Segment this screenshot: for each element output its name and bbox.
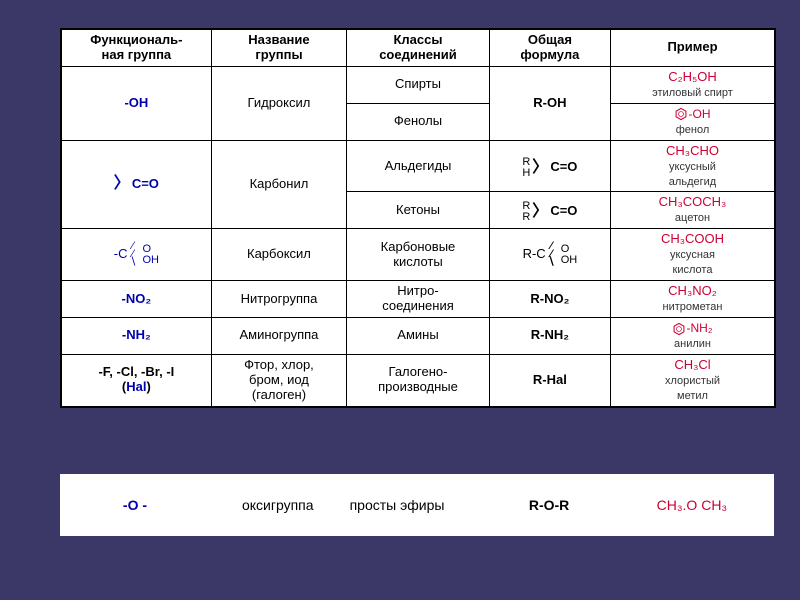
- gen-amine: R-NH₂: [489, 318, 610, 355]
- fg-halogen: -F, -Cl, -Br, -I (Hal): [62, 354, 212, 406]
- row-amino: -NH₂ Аминогруппа Амины R-NH₂ -NH₂ анилин: [62, 318, 775, 355]
- chemistry-table-container: Функциональ-ная группа Названиегруппы Кл…: [60, 28, 776, 408]
- example-acetone: CH₃COCH₃ ацетон: [610, 192, 774, 229]
- gen-roh: R-OH: [489, 66, 610, 140]
- fg-carboxyl: -C ⁄⁄∖ OOH: [62, 229, 212, 281]
- fg-oxy: -O -: [60, 474, 210, 536]
- name-carboxyl: Карбоксил: [211, 229, 346, 281]
- example-ethanol: C₂H₅OH этиловый спирт: [610, 66, 774, 103]
- functional-groups-table: Функциональ-ная группа Названиегруппы Кл…: [61, 29, 775, 407]
- row-carbonyl-1: 〉C=O Карбонил Альдегиды RH〉C=O CH₃CHO ук…: [62, 140, 775, 192]
- header-functional-group: Функциональ-ная группа: [62, 30, 212, 67]
- row-nitro: -NO₂ Нитрогруппа Нитро-соединения R-NO₂ …: [62, 281, 775, 318]
- header-general-formula: Общаяформула: [489, 30, 610, 67]
- header-row: Функциональ-ная группа Названиегруппы Кл…: [62, 30, 775, 67]
- example-aniline: -NH₂ анилин: [610, 318, 774, 355]
- row-carboxyl: -C ⁄⁄∖ OOH Карбоксил Карбоновыекислоты R…: [62, 229, 775, 281]
- row-ethers: -O - оксигруппа просты эфиры R-O-R CH₃.O…: [60, 474, 774, 536]
- class-ethers: просты эфиры: [346, 474, 489, 536]
- gen-ether: R-O-R: [488, 474, 609, 536]
- class-ketones: Кетоны: [347, 192, 490, 229]
- example-acetaldehyde: CH₃CHO уксусныйальдегид: [610, 140, 774, 192]
- fg-hydroxyl: -OH: [62, 66, 212, 140]
- header-group-name: Названиегруппы: [211, 30, 346, 67]
- fg-carbonyl: 〉C=O: [62, 140, 212, 229]
- fg-amino: -NH₂: [62, 318, 212, 355]
- name-halogen: Фтор, хлор, бром, иод (галоген): [211, 354, 346, 406]
- example-nitromethane: CH₃NO₂ нитрометан: [610, 281, 774, 318]
- class-amines: Амины: [347, 318, 490, 355]
- header-compound-class: Классысоединений: [347, 30, 490, 67]
- gen-carboxylic: R-C ⁄⁄∖ OOH: [489, 229, 610, 281]
- gen-ketone: RR〉C=O: [489, 192, 610, 229]
- gen-halogen: R-Hal: [489, 354, 610, 406]
- gen-aldehyde: RH〉C=O: [489, 140, 610, 192]
- benzene-ring-icon: [672, 322, 686, 336]
- fg-nitro: -NO₂: [62, 281, 212, 318]
- class-phenols: Фенолы: [347, 103, 490, 140]
- class-nitro: Нитро-соединения: [347, 281, 490, 318]
- name-hydroxyl: Гидроксил: [211, 66, 346, 140]
- example-dimethyl-ether: CH₃.O CH₃: [610, 474, 774, 536]
- example-acetic-acid: CH₃COOH уксуснаякислота: [610, 229, 774, 281]
- name-nitro: Нитрогруппа: [211, 281, 346, 318]
- example-phenol: -OH фенол: [610, 103, 774, 140]
- example-chloromethane: CH₃Cl хлористыйметил: [610, 354, 774, 406]
- class-aldehydes: Альдегиды: [347, 140, 490, 192]
- class-halogen: Галогено-производные: [347, 354, 490, 406]
- benzene-ring-icon: [674, 107, 688, 121]
- class-alcohols: Спирты: [347, 66, 490, 103]
- row-hydroxyl-1: -OH Гидроксил Спирты R-OH C₂H₅OH этиловы…: [62, 66, 775, 103]
- class-carboxylic-acids: Карбоновыекислоты: [347, 229, 490, 281]
- name-carbonyl: Карбонил: [211, 140, 346, 229]
- gen-nitro: R-NO₂: [489, 281, 610, 318]
- header-example: Пример: [610, 30, 774, 67]
- name-oxy: оксигруппа: [210, 474, 346, 536]
- ethers-row-table: -O - оксигруппа просты эфиры R-O-R CH₃.O…: [60, 474, 774, 536]
- ethers-row-container: -O - оксигруппа просты эфиры R-O-R CH₃.O…: [60, 474, 774, 536]
- name-amino: Аминогруппа: [211, 318, 346, 355]
- row-halogen: -F, -Cl, -Br, -I (Hal) Фтор, хлор, бром,…: [62, 354, 775, 406]
